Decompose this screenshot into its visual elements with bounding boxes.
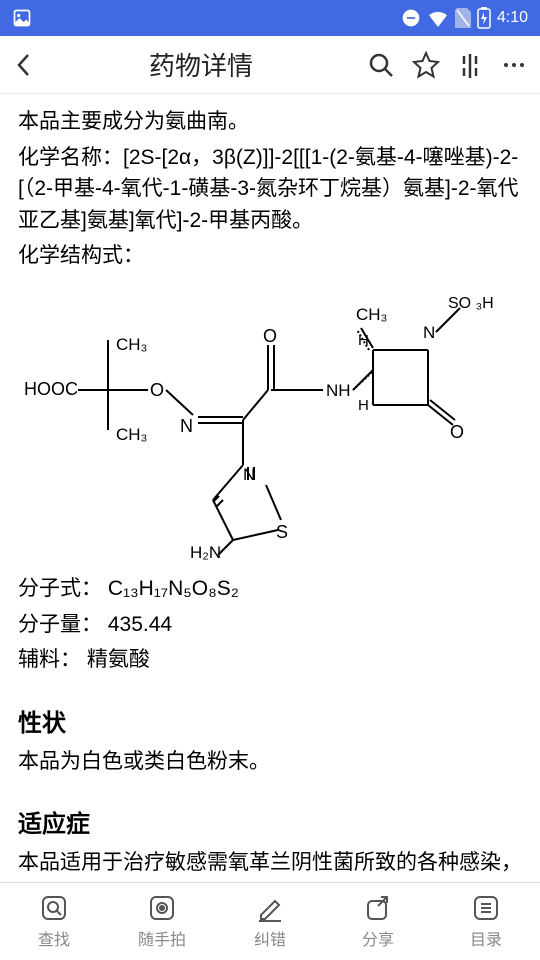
mass-label: 分子量： <box>18 613 102 636</box>
svg-text:O: O <box>450 422 464 442</box>
nav-photo[interactable]: 随手拍 <box>108 883 216 960</box>
font-button[interactable] <box>458 52 484 78</box>
nav-correct[interactable]: 纠错 <box>216 883 324 960</box>
sim-icon <box>455 8 471 28</box>
list-icon <box>471 893 501 923</box>
wifi-icon <box>427 9 449 27</box>
search-icon <box>368 52 394 78</box>
chem-name-text: 化学名称：[2S-[2α，3β(Z)]]-2[[[1-(2-氨基-4-噻唑基)-… <box>18 142 522 237</box>
nav-toc-label: 目录 <box>470 926 502 950</box>
nav-correct-label: 纠错 <box>254 926 286 950</box>
nav-share-label: 分享 <box>362 926 394 950</box>
svg-text:S: S <box>276 522 288 542</box>
properties-text: 本品为白色或类白色粉末。 <box>18 746 522 778</box>
excipient-label: 辅料： <box>18 648 81 671</box>
header-bar: 药物详情 <box>0 36 540 94</box>
svg-text:H₂N: H₂N <box>190 543 221 560</box>
nav-photo-label: 随手拍 <box>138 926 186 950</box>
svg-text:N: N <box>180 416 193 436</box>
camera-icon <box>147 893 177 923</box>
formula-value: C₁₃H₁₇N₅O₈S₂ <box>108 577 239 600</box>
formula-row: 分子式： C₁₃H₁₇N₅O₈S₂ <box>18 573 522 605</box>
svg-text:N: N <box>423 323 435 342</box>
content-area: 本品主要成分为氨曲南。 化学名称：[2S-[2α，3β(Z)]]-2[[[1-(… <box>0 94 540 882</box>
share-icon <box>363 893 393 923</box>
svg-text:NH: NH <box>326 381 351 400</box>
search-button[interactable] <box>368 52 394 78</box>
more-icon <box>502 61 526 69</box>
mass-row: 分子量： 435.44 <box>18 609 522 641</box>
svg-text:H: H <box>358 397 369 414</box>
formula-label: 分子式： <box>18 577 102 600</box>
svg-text:H: H <box>358 332 369 349</box>
indications-text: 本品适用于治疗敏感需氧革兰阴性菌所致的各种感染，如：尿路感染，下呼吸道感染，败血… <box>18 847 522 882</box>
status-bar: 4:10 <box>0 0 540 36</box>
svg-text:HOOC: HOOC <box>24 379 78 399</box>
edit-icon <box>255 893 285 923</box>
svg-text:O: O <box>150 380 164 400</box>
svg-text:SO ₃H: SO ₃H <box>448 295 494 312</box>
nav-share[interactable]: 分享 <box>324 883 432 960</box>
back-button[interactable] <box>14 51 34 79</box>
excipient-value: 精氨酸 <box>87 648 150 671</box>
indications-title: 适应症 <box>18 807 522 843</box>
nav-find[interactable]: 查找 <box>0 883 108 960</box>
status-time: 4:10 <box>497 9 528 27</box>
svg-text:CH₃: CH₃ <box>356 305 387 324</box>
bottom-nav: 查找 随手拍 纠错 分享 目录 <box>0 882 540 960</box>
more-button[interactable] <box>502 61 526 69</box>
star-icon <box>412 51 440 79</box>
structure-label: 化学结构式： <box>18 240 522 272</box>
battery-icon <box>477 7 491 29</box>
mass-value: 435.44 <box>108 613 172 636</box>
properties-title: 性状 <box>18 706 522 742</box>
svg-text:CH₃: CH₃ <box>116 425 147 444</box>
find-icon <box>39 893 69 923</box>
page-title: 药物详情 <box>34 46 368 83</box>
favorite-button[interactable] <box>412 51 440 79</box>
minus-circle-icon <box>401 8 421 28</box>
ingredient-text: 本品主要成分为氨曲南。 <box>18 106 522 138</box>
chemical-structure: HOOC CH₃ CH₃ O N O NH CH₃ H H N SO ₃H O <box>18 280 508 560</box>
image-icon <box>12 8 32 28</box>
font-icon <box>458 52 484 78</box>
nav-toc[interactable]: 目录 <box>432 883 540 960</box>
svg-text:CH₃: CH₃ <box>116 335 147 354</box>
svg-text:O: O <box>263 326 277 346</box>
nav-find-label: 查找 <box>38 926 70 950</box>
excipient-row: 辅料： 精氨酸 <box>18 644 522 676</box>
